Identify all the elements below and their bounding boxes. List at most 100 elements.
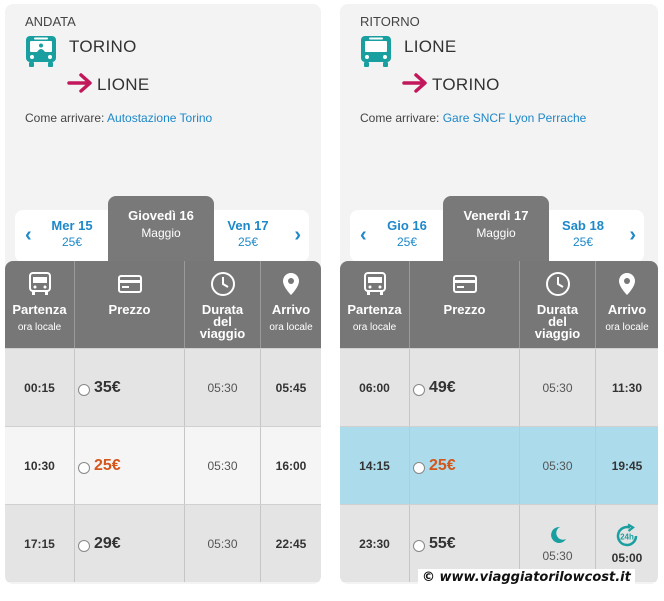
price-value: 25€ xyxy=(429,457,456,474)
direction-label: RITORNO xyxy=(360,14,420,29)
bus-icon xyxy=(26,36,56,67)
duration: 05:30 xyxy=(185,349,261,426)
price-radio[interactable] xyxy=(413,539,425,552)
location-pin-icon xyxy=(283,273,299,295)
table-row[interactable]: 00:15 35€ 05:30 05:45 xyxy=(5,348,321,426)
duration: 05:30 xyxy=(185,427,261,504)
bus-icon xyxy=(363,272,386,295)
duration-cell: 05:30 xyxy=(520,505,596,582)
col-price: Prezzo xyxy=(75,261,185,348)
header-price: Prezzo xyxy=(108,302,151,317)
prev-day-date: Mer 15 xyxy=(51,218,93,233)
badge-24h: 24h xyxy=(620,532,634,541)
price-value: 55€ xyxy=(429,535,456,552)
arrival-time: 05:45 xyxy=(275,380,307,395)
next-day-option[interactable]: Sab 18 25€ xyxy=(548,218,618,249)
col-price: Prezzo xyxy=(410,261,520,348)
arrival-time: 22:45 xyxy=(275,536,307,551)
header-duration: Durata del viaggio xyxy=(534,302,581,341)
departure-time: 17:15 xyxy=(5,505,75,582)
departure-time: 06:00 xyxy=(340,349,410,426)
col-duration: Durata del viaggio xyxy=(520,261,596,348)
selected-day-month: Maggio xyxy=(476,226,516,240)
header-arrival-sub: ora locale xyxy=(269,322,313,333)
bus-icon xyxy=(28,272,51,295)
clock-icon xyxy=(210,272,235,296)
selected-day-tab[interactable]: Giovedì 16 Maggio xyxy=(108,196,214,262)
prev-day-option[interactable]: Gio 16 25€ xyxy=(372,218,442,249)
watermark: © www.viaggiatorilowcost.it xyxy=(418,569,635,586)
next-day-date: Ven 17 xyxy=(227,218,269,233)
directions-line: Come arrivare: Gare SNCF Lyon Perrache xyxy=(360,111,586,125)
price-cell: 49€ xyxy=(410,349,520,426)
table-header: Partenza ora locale Prezzo Durata del vi… xyxy=(340,261,658,348)
header-arrival-sub: ora locale xyxy=(605,322,649,333)
credit-card-icon xyxy=(452,275,477,293)
prev-day-date: Gio 16 xyxy=(387,218,427,233)
price-cell: 25€ xyxy=(410,427,520,504)
arrival-time: 11:30 xyxy=(611,380,643,395)
chevron-right-icon[interactable]: › xyxy=(629,224,636,246)
header-duration: Durata del viaggio xyxy=(199,302,246,341)
arrow-right-icon xyxy=(402,73,427,93)
next-day-date: Sab 18 xyxy=(562,218,604,233)
arrival-time: 16:00 xyxy=(275,458,307,473)
arrival-time: 19:45 xyxy=(611,458,643,473)
price-radio[interactable] xyxy=(413,383,425,396)
direction-label: ANDATA xyxy=(25,14,76,29)
price-value: 35€ xyxy=(94,379,121,396)
moon-icon xyxy=(550,526,566,543)
selected-day-tab[interactable]: Venerdì 17 Maggio xyxy=(443,196,549,262)
origin-city: LIONE xyxy=(404,37,457,56)
chevron-left-icon[interactable]: ‹ xyxy=(360,224,367,246)
prev-day-option[interactable]: Mer 15 25€ xyxy=(37,218,107,249)
duration: 05:30 xyxy=(520,349,596,426)
directions-label: Come arrivare: xyxy=(360,111,440,125)
price-value: 25€ xyxy=(94,457,121,474)
prev-day-price: 25€ xyxy=(61,235,83,249)
departure-time: 00:15 xyxy=(5,349,75,426)
chevron-right-icon[interactable]: › xyxy=(294,224,301,246)
directions-label: Come arrivare: xyxy=(25,111,105,125)
station-link[interactable]: Gare SNCF Lyon Perrache xyxy=(442,111,587,125)
header-arrival: Arrivo xyxy=(607,302,647,317)
col-departure: Partenza ora locale xyxy=(340,261,410,348)
duration: 05:30 xyxy=(185,505,261,582)
price-value: 29€ xyxy=(94,535,121,552)
price-radio[interactable] xyxy=(413,461,425,474)
price-cell: 29€ xyxy=(75,505,185,582)
departure-time: 23:30 xyxy=(340,505,410,582)
header-arrival: Arrivo xyxy=(271,302,311,317)
col-arrival: Arrivo ora locale xyxy=(596,261,658,348)
arrival-cell: 24h 05:00 xyxy=(596,505,658,582)
schedule-table: Partenza ora locale Prezzo Durata del vi… xyxy=(5,261,321,582)
next-day-option[interactable]: Ven 17 25€ xyxy=(213,218,283,249)
price-cell: 35€ xyxy=(75,349,185,426)
directions-line: Come arrivare: Autostazione Torino xyxy=(25,111,212,125)
clock-icon xyxy=(545,272,570,296)
table-row[interactable]: 17:15 29€ 05:30 22:45 xyxy=(5,504,321,582)
col-duration: Durata del viaggio xyxy=(185,261,261,348)
table-row[interactable]: 14:15 25€ 05:30 19:45 xyxy=(340,426,658,504)
selected-day-date: Giovedì 16 xyxy=(128,208,194,223)
selected-day-date: Venerdì 17 xyxy=(463,208,529,223)
departure-time: 10:30 xyxy=(5,427,75,504)
bus-icon xyxy=(361,36,391,67)
departure-time: 14:15 xyxy=(340,427,410,504)
station-link[interactable]: Autostazione Torino xyxy=(107,111,213,125)
header-departure: Partenza xyxy=(12,302,67,317)
location-pin-icon xyxy=(619,273,635,295)
next-day-price: 25€ xyxy=(237,235,259,249)
outbound-panel: ANDATA TORINO LIONE Come arrivare: Autos… xyxy=(5,4,321,584)
schedule-table: Partenza ora locale Prezzo Durata del vi… xyxy=(340,261,658,582)
header-price: Prezzo xyxy=(443,302,486,317)
table-row[interactable]: 06:00 49€ 05:30 11:30 xyxy=(340,348,658,426)
price-radio[interactable] xyxy=(78,461,90,474)
selected-day-month: Maggio xyxy=(141,226,181,240)
price-radio[interactable] xyxy=(78,539,90,552)
header-departure: Partenza xyxy=(347,302,402,317)
price-cell: 25€ xyxy=(75,427,185,504)
chevron-left-icon[interactable]: ‹ xyxy=(25,224,32,246)
price-radio[interactable] xyxy=(78,383,90,396)
table-row[interactable]: 10:30 25€ 05:30 16:00 xyxy=(5,426,321,504)
